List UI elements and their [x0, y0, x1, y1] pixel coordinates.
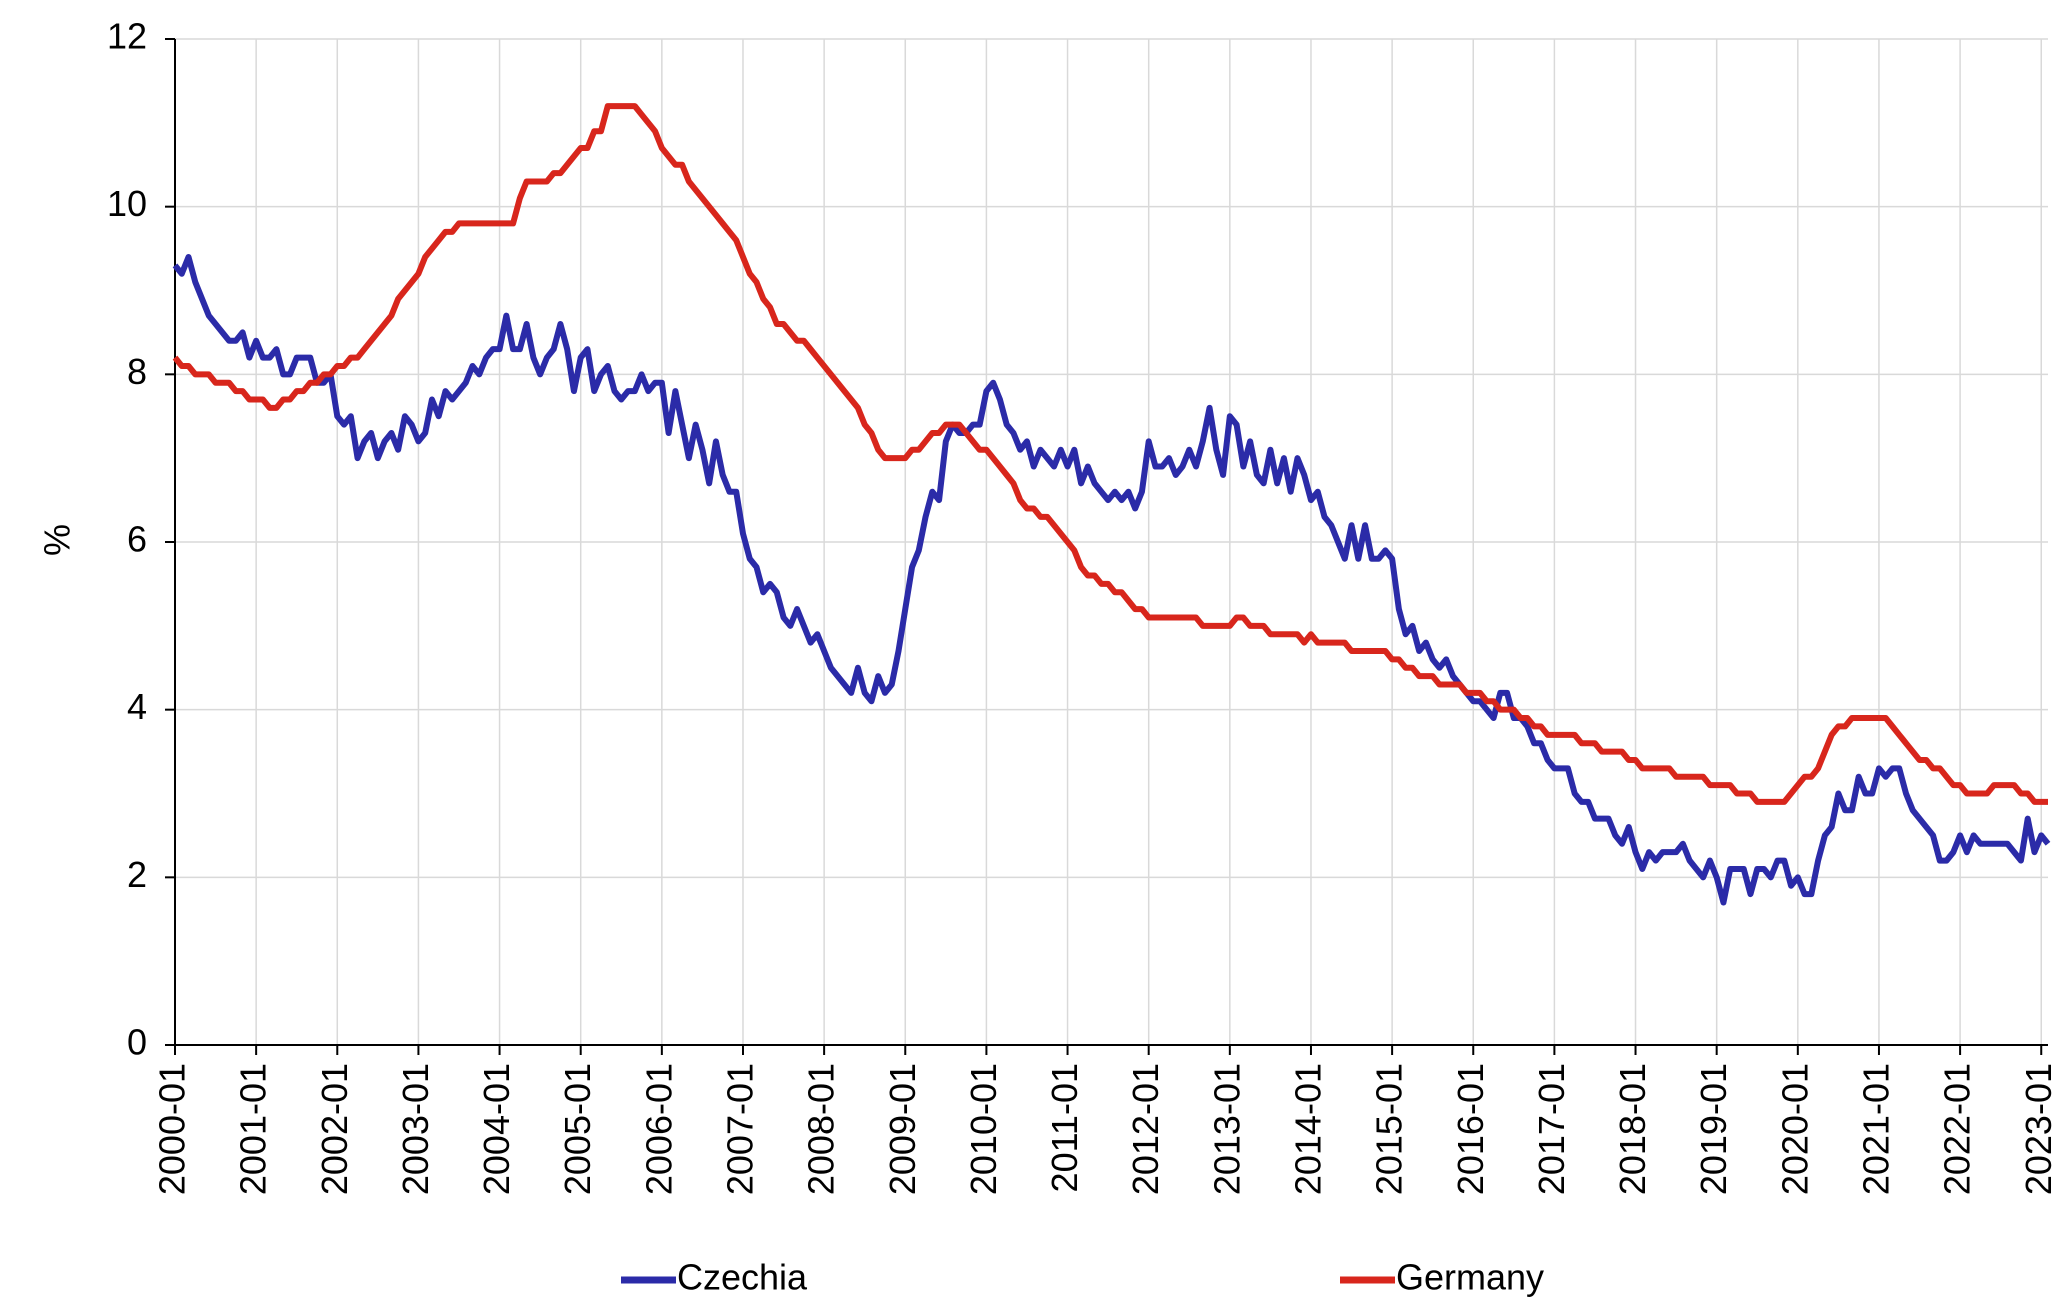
y-tick-label: 8 — [127, 351, 147, 392]
x-tick-label: 2012-01 — [1125, 1063, 1166, 1195]
x-tick-label: 2023-01 — [2018, 1063, 2059, 1195]
legend-label: Czechia — [677, 1257, 808, 1298]
x-tick-label: 2014-01 — [1287, 1063, 1328, 1195]
line-series — [175, 106, 2048, 802]
x-tick-label: 2022-01 — [1937, 1063, 1978, 1195]
y-tick-label: 12 — [107, 16, 147, 57]
line-series — [175, 257, 2048, 903]
x-tick-label: 2015-01 — [1369, 1063, 1410, 1195]
y-axis-label: % — [37, 524, 78, 556]
x-tick-label: 2004-01 — [476, 1063, 517, 1195]
x-tick-label: 2013-01 — [1206, 1063, 1247, 1195]
x-tick-label: 2017-01 — [1531, 1063, 1572, 1195]
page: % 0 2 4 6 8 10 12 2000-01 2001-01 2002-01 2003-01 2… — [0, 0, 2059, 1302]
y-tick-label: 6 — [127, 519, 147, 560]
x-tick-label: 2002-01 — [314, 1063, 355, 1195]
x-tick-label: 2006-01 — [638, 1063, 679, 1195]
y-tick-label: 10 — [107, 183, 147, 224]
x-tick-label: 2020-01 — [1774, 1063, 1815, 1195]
x-tick-label: 2007-01 — [720, 1063, 761, 1195]
x-tick-label: 2018-01 — [1612, 1063, 1653, 1195]
x-tick-label: 2001-01 — [233, 1063, 274, 1195]
x-tick-label: 2016-01 — [1450, 1063, 1491, 1195]
legend-label: Germany — [1396, 1257, 1544, 1298]
y-tick-label: 0 — [127, 1022, 147, 1063]
x-tick-label: 2009-01 — [882, 1063, 923, 1195]
y-tick-label: 4 — [127, 686, 147, 727]
chart: % 0 2 4 6 8 10 12 2000-01 2001-01 2002-01 2003-01 2… — [0, 0, 2059, 1302]
x-tick-label: 2010-01 — [963, 1063, 1004, 1195]
x-tick-label: 2011-01 — [1044, 1063, 1085, 1192]
x-tick-label: 2008-01 — [801, 1063, 842, 1195]
y-tick-label: 2 — [127, 854, 147, 895]
x-tick-label: 2021-01 — [1855, 1063, 1896, 1195]
x-tick-label: 2000-01 — [152, 1063, 193, 1195]
x-tick-label: 2019-01 — [1693, 1063, 1734, 1195]
x-tick-label: 2003-01 — [395, 1063, 436, 1195]
x-tick-label: 2005-01 — [557, 1063, 598, 1195]
